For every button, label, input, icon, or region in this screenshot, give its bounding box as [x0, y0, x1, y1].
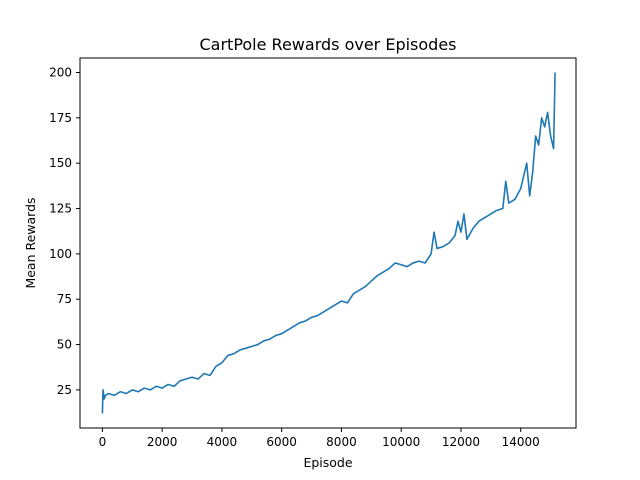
y-tick-label: 125 — [49, 202, 72, 216]
x-tick-label: 10000 — [382, 435, 420, 449]
x-tick-label: 14000 — [502, 435, 540, 449]
x-axis-label: Episode — [303, 455, 352, 470]
y-tick-label: 100 — [49, 247, 72, 261]
x-tick-label: 2000 — [147, 435, 178, 449]
x-tick-label: 0 — [99, 435, 107, 449]
x-tick-label: 4000 — [207, 435, 238, 449]
series-layer — [101, 72, 556, 414]
y-tick-label: 175 — [49, 111, 72, 125]
y-axis-ticks: 25 50 75 100 125 150 175 200 — [49, 66, 80, 397]
y-tick-label: 75 — [57, 292, 72, 306]
x-tick-label: 8000 — [326, 435, 357, 449]
x-axis-ticks: 0 2000 4000 6000 8000 10000 12000 14000 — [99, 428, 540, 449]
y-tick-label: 200 — [49, 66, 72, 80]
series-line-0 — [101, 72, 556, 414]
plot-area — [80, 58, 576, 428]
y-tick-label: 50 — [57, 338, 72, 352]
chart-title: CartPole Rewards over Episodes — [199, 35, 456, 54]
x-tick-label: 6000 — [266, 435, 297, 449]
x-tick-label: 12000 — [442, 435, 480, 449]
y-axis-label: Mean Rewards — [23, 197, 38, 288]
y-tick-label: 150 — [49, 156, 72, 170]
y-tick-label: 25 — [57, 383, 72, 397]
axes-frame — [79, 57, 577, 429]
